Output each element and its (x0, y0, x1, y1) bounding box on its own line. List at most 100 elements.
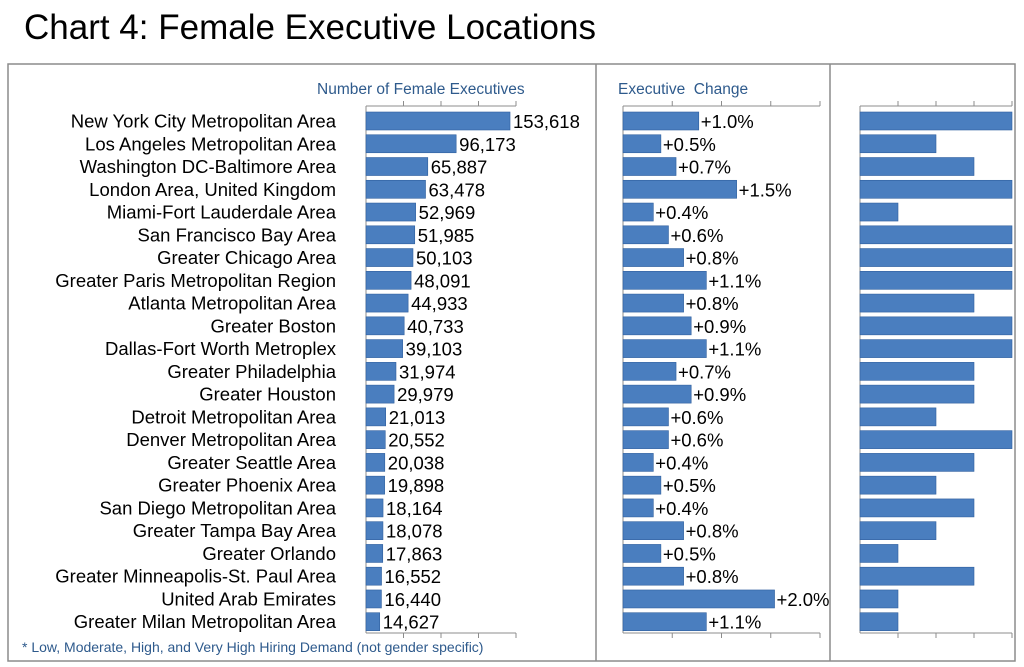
demand-bar (859, 612, 899, 632)
category-label: United Arab Emirates (161, 588, 336, 609)
category-label: Greater Houston (199, 384, 336, 405)
executives-bar (365, 566, 382, 586)
panel-header-executives: Number of Female Executives (317, 81, 525, 98)
executives-bar (365, 521, 384, 540)
executives-value-label: 16,552 (385, 566, 442, 587)
executives-value-label: 18,078 (386, 521, 443, 542)
demand-bar (859, 293, 975, 313)
executives-value-label: 51,985 (418, 225, 475, 246)
change-bar (622, 202, 654, 222)
demand-bars (859, 111, 1013, 632)
change-value-label: +0.8% (686, 248, 739, 269)
demand-bar (859, 271, 1013, 290)
footnote: * Low, Moderate, High, and Very High Hir… (22, 639, 483, 655)
executives-bar (365, 271, 412, 290)
executives-bar (365, 248, 414, 267)
category-label: Greater Paris Metropolitan Region (55, 270, 336, 291)
change-value-label: +0.5% (663, 134, 716, 155)
executives-value-label: 153,618 (513, 111, 580, 132)
demand-bar (859, 475, 937, 495)
change-bar (622, 384, 692, 404)
change-value-label: +0.8% (686, 293, 739, 314)
executives-value-label: 19,898 (388, 475, 445, 496)
change-value-label: +1.1% (708, 270, 761, 291)
category-label: Dallas-Fort Worth Metroplex (105, 338, 337, 359)
executives-value-label: 21,013 (389, 407, 446, 428)
demand-bar (859, 339, 1013, 358)
change-bar (622, 225, 669, 245)
change-bar (622, 521, 684, 540)
category-label: Greater Chicago Area (157, 247, 337, 268)
executives-value-label: 48,091 (414, 270, 471, 291)
change-value-label: +0.4% (655, 202, 708, 223)
demand-bar (859, 248, 1013, 267)
change-value-label: +0.6% (670, 407, 723, 428)
change-value-label: +1.5% (739, 179, 792, 200)
chart-frame (7, 63, 1016, 662)
executives-bar (365, 362, 397, 381)
change-value-label: +0.4% (655, 498, 708, 519)
change-bar (622, 134, 662, 154)
demand-bar (859, 202, 899, 222)
demand-bar (859, 157, 975, 176)
change-bar (622, 430, 669, 449)
executives-bar (365, 612, 381, 632)
demand-bar (859, 430, 1013, 449)
executives-bar (365, 134, 457, 154)
demand-bar (859, 521, 937, 540)
category-label: Greater Seattle Area (167, 452, 336, 473)
executives-bar (365, 157, 429, 176)
category-label: Greater Milan Metropolitan Area (74, 611, 337, 632)
executives-value-label: 40,733 (407, 316, 464, 337)
change-value-label: +1.1% (708, 339, 761, 360)
executives-bar (365, 430, 386, 449)
change-value-label: +0.9% (693, 316, 746, 337)
change-value-label: +0.9% (693, 384, 746, 405)
change-bar (622, 612, 707, 632)
executives-value-label: 18,164 (386, 498, 443, 519)
category-label: San Francisco Bay Area (138, 224, 337, 245)
change-value-label: +0.4% (655, 452, 708, 473)
change-bar (622, 179, 737, 199)
demand-bar (859, 589, 899, 609)
demand-bar (859, 316, 1013, 336)
category-label: Washington DC-Baltimore Area (80, 156, 337, 177)
category-label: Detroit Metropolitan Area (131, 406, 336, 427)
category-label: Greater Tampa Bay Area (133, 520, 337, 541)
demand-bar (859, 111, 1013, 131)
executives-value-label: 39,103 (406, 339, 463, 360)
change-bar (622, 339, 707, 358)
executives-value-label: 63,478 (429, 179, 486, 200)
category-label: Greater Minneapolis-St. Paul Area (55, 566, 336, 587)
executives-bar (365, 202, 416, 222)
change-value-label: +0.6% (670, 430, 723, 451)
change-bar (622, 271, 707, 290)
change-value-label: +1.1% (708, 612, 761, 633)
demand-bar (859, 407, 937, 427)
axis-ticks (403, 101, 1013, 638)
change-bars: +1.0%+0.5%+0.7%+1.5%+0.4%+0.6%+0.8%+1.1%… (622, 111, 830, 633)
panel-header-change: Executive Change (618, 81, 748, 98)
executives-bar (365, 544, 384, 563)
change-bar (622, 293, 684, 313)
change-value-label: +2.0% (777, 589, 830, 610)
executives-bar (365, 589, 382, 609)
executives-bar (365, 498, 384, 518)
executives-value-label: 20,038 (388, 452, 445, 473)
executives-value-label: 50,103 (416, 248, 473, 269)
change-bar (622, 589, 775, 609)
executives-value-label: 65,887 (431, 157, 488, 178)
demand-bar (859, 566, 975, 586)
executives-bar (365, 179, 426, 199)
change-value-label: +1.0% (701, 111, 754, 132)
executives-bar (365, 225, 416, 245)
change-bar (622, 157, 677, 176)
executives-bar (365, 111, 511, 131)
executives-value-label: 17,863 (386, 543, 443, 564)
change-bar (622, 544, 662, 563)
executives-bars: 153,61896,17365,88763,47852,96951,98550,… (365, 111, 580, 633)
executives-value-label: 31,974 (399, 361, 456, 382)
demand-bar (859, 453, 975, 472)
change-bar (622, 475, 662, 495)
